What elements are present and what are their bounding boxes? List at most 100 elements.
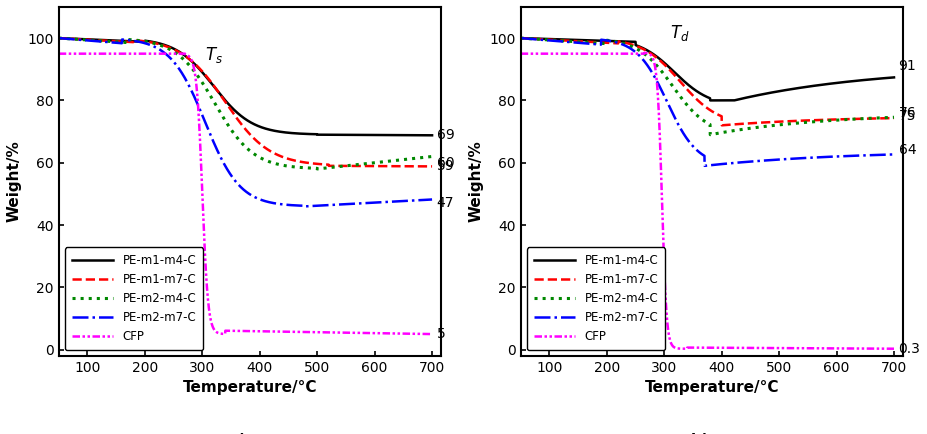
- Y-axis label: Weight/%: Weight/%: [6, 141, 22, 222]
- PE-m2-m4-C: [877, 115, 888, 120]
- PE-m1-m4-C: [224, 103, 235, 108]
- PE-m2-m7-C: [300, 204, 311, 209]
- Text: 76: 76: [897, 106, 915, 120]
- Line: PE-m2-m4-C: PE-m2-m4-C: [58, 38, 432, 169]
- PE-m2-m4-C: [311, 166, 323, 171]
- PE-m2-m7-C: [415, 197, 426, 203]
- CFP: [426, 332, 438, 337]
- PE-m1-m4-C: [415, 133, 426, 138]
- CFP: [53, 51, 64, 56]
- PE-m1-m7-C: [426, 164, 438, 169]
- Line: PE-m2-m7-C: PE-m2-m7-C: [520, 38, 893, 166]
- CFP: [224, 328, 235, 333]
- CFP: [534, 51, 545, 56]
- PE-m1-m4-C: [808, 83, 819, 88]
- CFP: [696, 345, 707, 350]
- PE-m1-m4-C: [347, 132, 358, 138]
- PE-m2-m7-C: [534, 37, 545, 42]
- Line: PE-m1-m4-C: PE-m1-m4-C: [520, 38, 893, 100]
- PE-m1-m7-C: [808, 118, 819, 123]
- CFP: [514, 51, 526, 56]
- CFP: [887, 346, 898, 351]
- PE-m2-m4-C: [415, 155, 426, 160]
- Text: 59: 59: [437, 159, 454, 173]
- PE-m2-m7-C: [696, 152, 707, 157]
- PE-m1-m4-C: [534, 36, 545, 41]
- PE-m2-m4-C: [235, 139, 246, 144]
- Line: CFP: CFP: [520, 53, 893, 349]
- Legend: PE-m1-m4-C, PE-m1-m7-C, PE-m2-m4-C, PE-m2-m7-C, CFP: PE-m1-m4-C, PE-m1-m7-C, PE-m2-m4-C, PE-m…: [526, 247, 665, 350]
- Text: 91: 91: [897, 59, 915, 73]
- Text: 69: 69: [437, 128, 454, 141]
- PE-m2-m4-C: [415, 155, 426, 160]
- CFP: [347, 330, 358, 335]
- PE-m2-m4-C: [877, 115, 888, 120]
- Text: 75: 75: [897, 109, 915, 123]
- PE-m2-m7-C: [686, 143, 697, 148]
- PE-m2-m7-C: [426, 197, 438, 202]
- PE-m2-m7-C: [698, 163, 709, 168]
- PE-m2-m4-C: [686, 108, 697, 113]
- Text: 60: 60: [437, 156, 454, 170]
- PE-m2-m4-C: [72, 37, 83, 42]
- PE-m1-m7-C: [415, 164, 426, 169]
- Line: PE-m2-m4-C: PE-m2-m4-C: [520, 38, 893, 135]
- Text: 0.3: 0.3: [897, 342, 920, 356]
- PE-m1-m7-C: [716, 123, 727, 128]
- Text: 5: 5: [437, 327, 445, 341]
- PE-m1-m7-C: [235, 120, 246, 125]
- PE-m1-m7-C: [534, 36, 545, 42]
- Line: PE-m1-m7-C: PE-m1-m7-C: [520, 38, 893, 125]
- Line: PE-m2-m7-C: PE-m2-m7-C: [58, 38, 432, 206]
- PE-m2-m7-C: [415, 197, 426, 203]
- CFP: [415, 331, 426, 336]
- X-axis label: Temperature/°C: Temperature/°C: [643, 380, 778, 395]
- Text: 47: 47: [437, 196, 453, 210]
- PE-m1-m7-C: [877, 116, 888, 121]
- Line: PE-m1-m7-C: PE-m1-m7-C: [58, 38, 432, 166]
- CFP: [235, 329, 246, 334]
- PE-m1-m4-C: [686, 85, 697, 91]
- CFP: [72, 51, 83, 56]
- PE-m2-m4-C: [426, 154, 438, 159]
- CFP: [808, 345, 819, 351]
- PE-m2-m7-C: [235, 184, 246, 189]
- PE-m2-m7-C: [514, 36, 526, 41]
- PE-m1-m4-C: [696, 92, 707, 97]
- PE-m1-m7-C: [224, 107, 235, 112]
- PE-m1-m4-C: [415, 133, 426, 138]
- CFP: [415, 331, 426, 336]
- PE-m1-m7-C: [514, 36, 526, 41]
- PE-m2-m4-C: [224, 126, 235, 131]
- PE-m2-m7-C: [72, 37, 83, 42]
- PE-m2-m4-C: [887, 115, 898, 120]
- PE-m1-m4-C: [514, 36, 526, 41]
- PE-m1-m4-C: [704, 98, 715, 103]
- PE-m1-m4-C: [877, 76, 888, 81]
- PE-m1-m4-C: [877, 76, 888, 81]
- PE-m2-m7-C: [224, 172, 235, 177]
- PE-m2-m4-C: [347, 162, 358, 168]
- PE-m1-m4-C: [235, 113, 246, 118]
- Text: a) 氮气: a) 氮气: [229, 433, 270, 434]
- Text: 64: 64: [897, 143, 915, 157]
- Text: $\it{T}_d$: $\it{T}_d$: [669, 23, 689, 43]
- CFP: [686, 345, 697, 350]
- Text: $\it{T}_s$: $\it{T}_s$: [205, 45, 222, 65]
- PE-m2-m4-C: [808, 119, 819, 124]
- PE-m2-m4-C: [696, 117, 707, 122]
- PE-m2-m7-C: [347, 201, 358, 207]
- PE-m1-m7-C: [72, 36, 83, 42]
- Line: PE-m1-m4-C: PE-m1-m4-C: [58, 38, 432, 135]
- CFP: [877, 346, 888, 351]
- PE-m1-m7-C: [877, 116, 888, 121]
- PE-m1-m7-C: [887, 115, 898, 121]
- Y-axis label: Weight/%: Weight/%: [468, 141, 483, 222]
- PE-m1-m4-C: [72, 36, 83, 42]
- PE-m2-m4-C: [704, 132, 715, 137]
- PE-m2-m7-C: [877, 152, 888, 158]
- X-axis label: Temperature/°C: Temperature/°C: [183, 380, 317, 395]
- PE-m1-m7-C: [347, 163, 358, 168]
- CFP: [877, 346, 888, 351]
- PE-m2-m7-C: [53, 36, 64, 41]
